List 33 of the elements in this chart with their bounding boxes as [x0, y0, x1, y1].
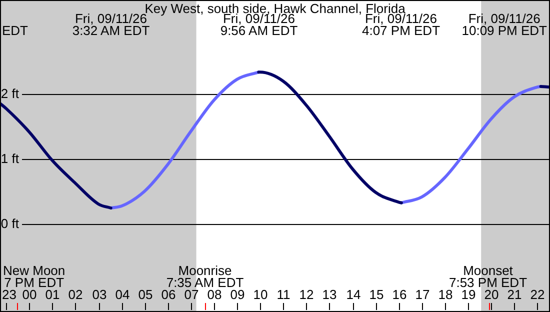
x-tick-label: 06 [161, 287, 176, 302]
x-tick-label: 10 [253, 287, 268, 302]
x-tick-label: 02 [68, 287, 83, 302]
x-tick-label: 01 [45, 287, 60, 302]
x-tick-label: 05 [138, 287, 153, 302]
y-tick-label: 0 ft [0, 216, 20, 232]
x-tick-label: 04 [115, 287, 130, 302]
x-tick-label: 08 [207, 287, 222, 302]
annotation: Fri, 09/11/26 3:32 AM EDT [72, 11, 150, 38]
x-tick-label: 19 [461, 287, 476, 302]
x-tick-label: 13 [322, 287, 337, 302]
x-tick-label: 18 [438, 287, 453, 302]
x-tick-label: 23 [2, 287, 16, 302]
x-tick-label: 07 [184, 287, 199, 302]
x-tick-label: 17 [415, 287, 430, 302]
x-tick-label: 03 [92, 287, 107, 302]
y-tick-label: 1 ft [0, 151, 20, 166]
x-tick-label: 22 [530, 287, 545, 302]
x-tick-label: 12 [299, 287, 314, 302]
x-tick-label: 15 [369, 287, 384, 302]
annotation: EDT [2, 23, 28, 38]
x-tick-label: 16 [392, 287, 407, 302]
annotation: New Moon 7 PM EDT [3, 263, 66, 290]
x-tick-label: 09 [230, 287, 245, 302]
x-tick-label: 00 [22, 287, 37, 302]
annotation: Moonset 7:53 PM EDT [448, 263, 528, 290]
y-tick-label: 2 ft [0, 86, 20, 102]
x-tick-label: 11 [276, 287, 290, 302]
annotation: Fri, 09/11/26 10:09 PM EDT [462, 11, 548, 38]
annotation: Moonrise 7:35 AM EDT [166, 263, 244, 290]
x-tick-label: 14 [346, 287, 361, 302]
x-tick-label: 20 [484, 287, 499, 302]
x-tick-label: 21 [507, 287, 522, 302]
